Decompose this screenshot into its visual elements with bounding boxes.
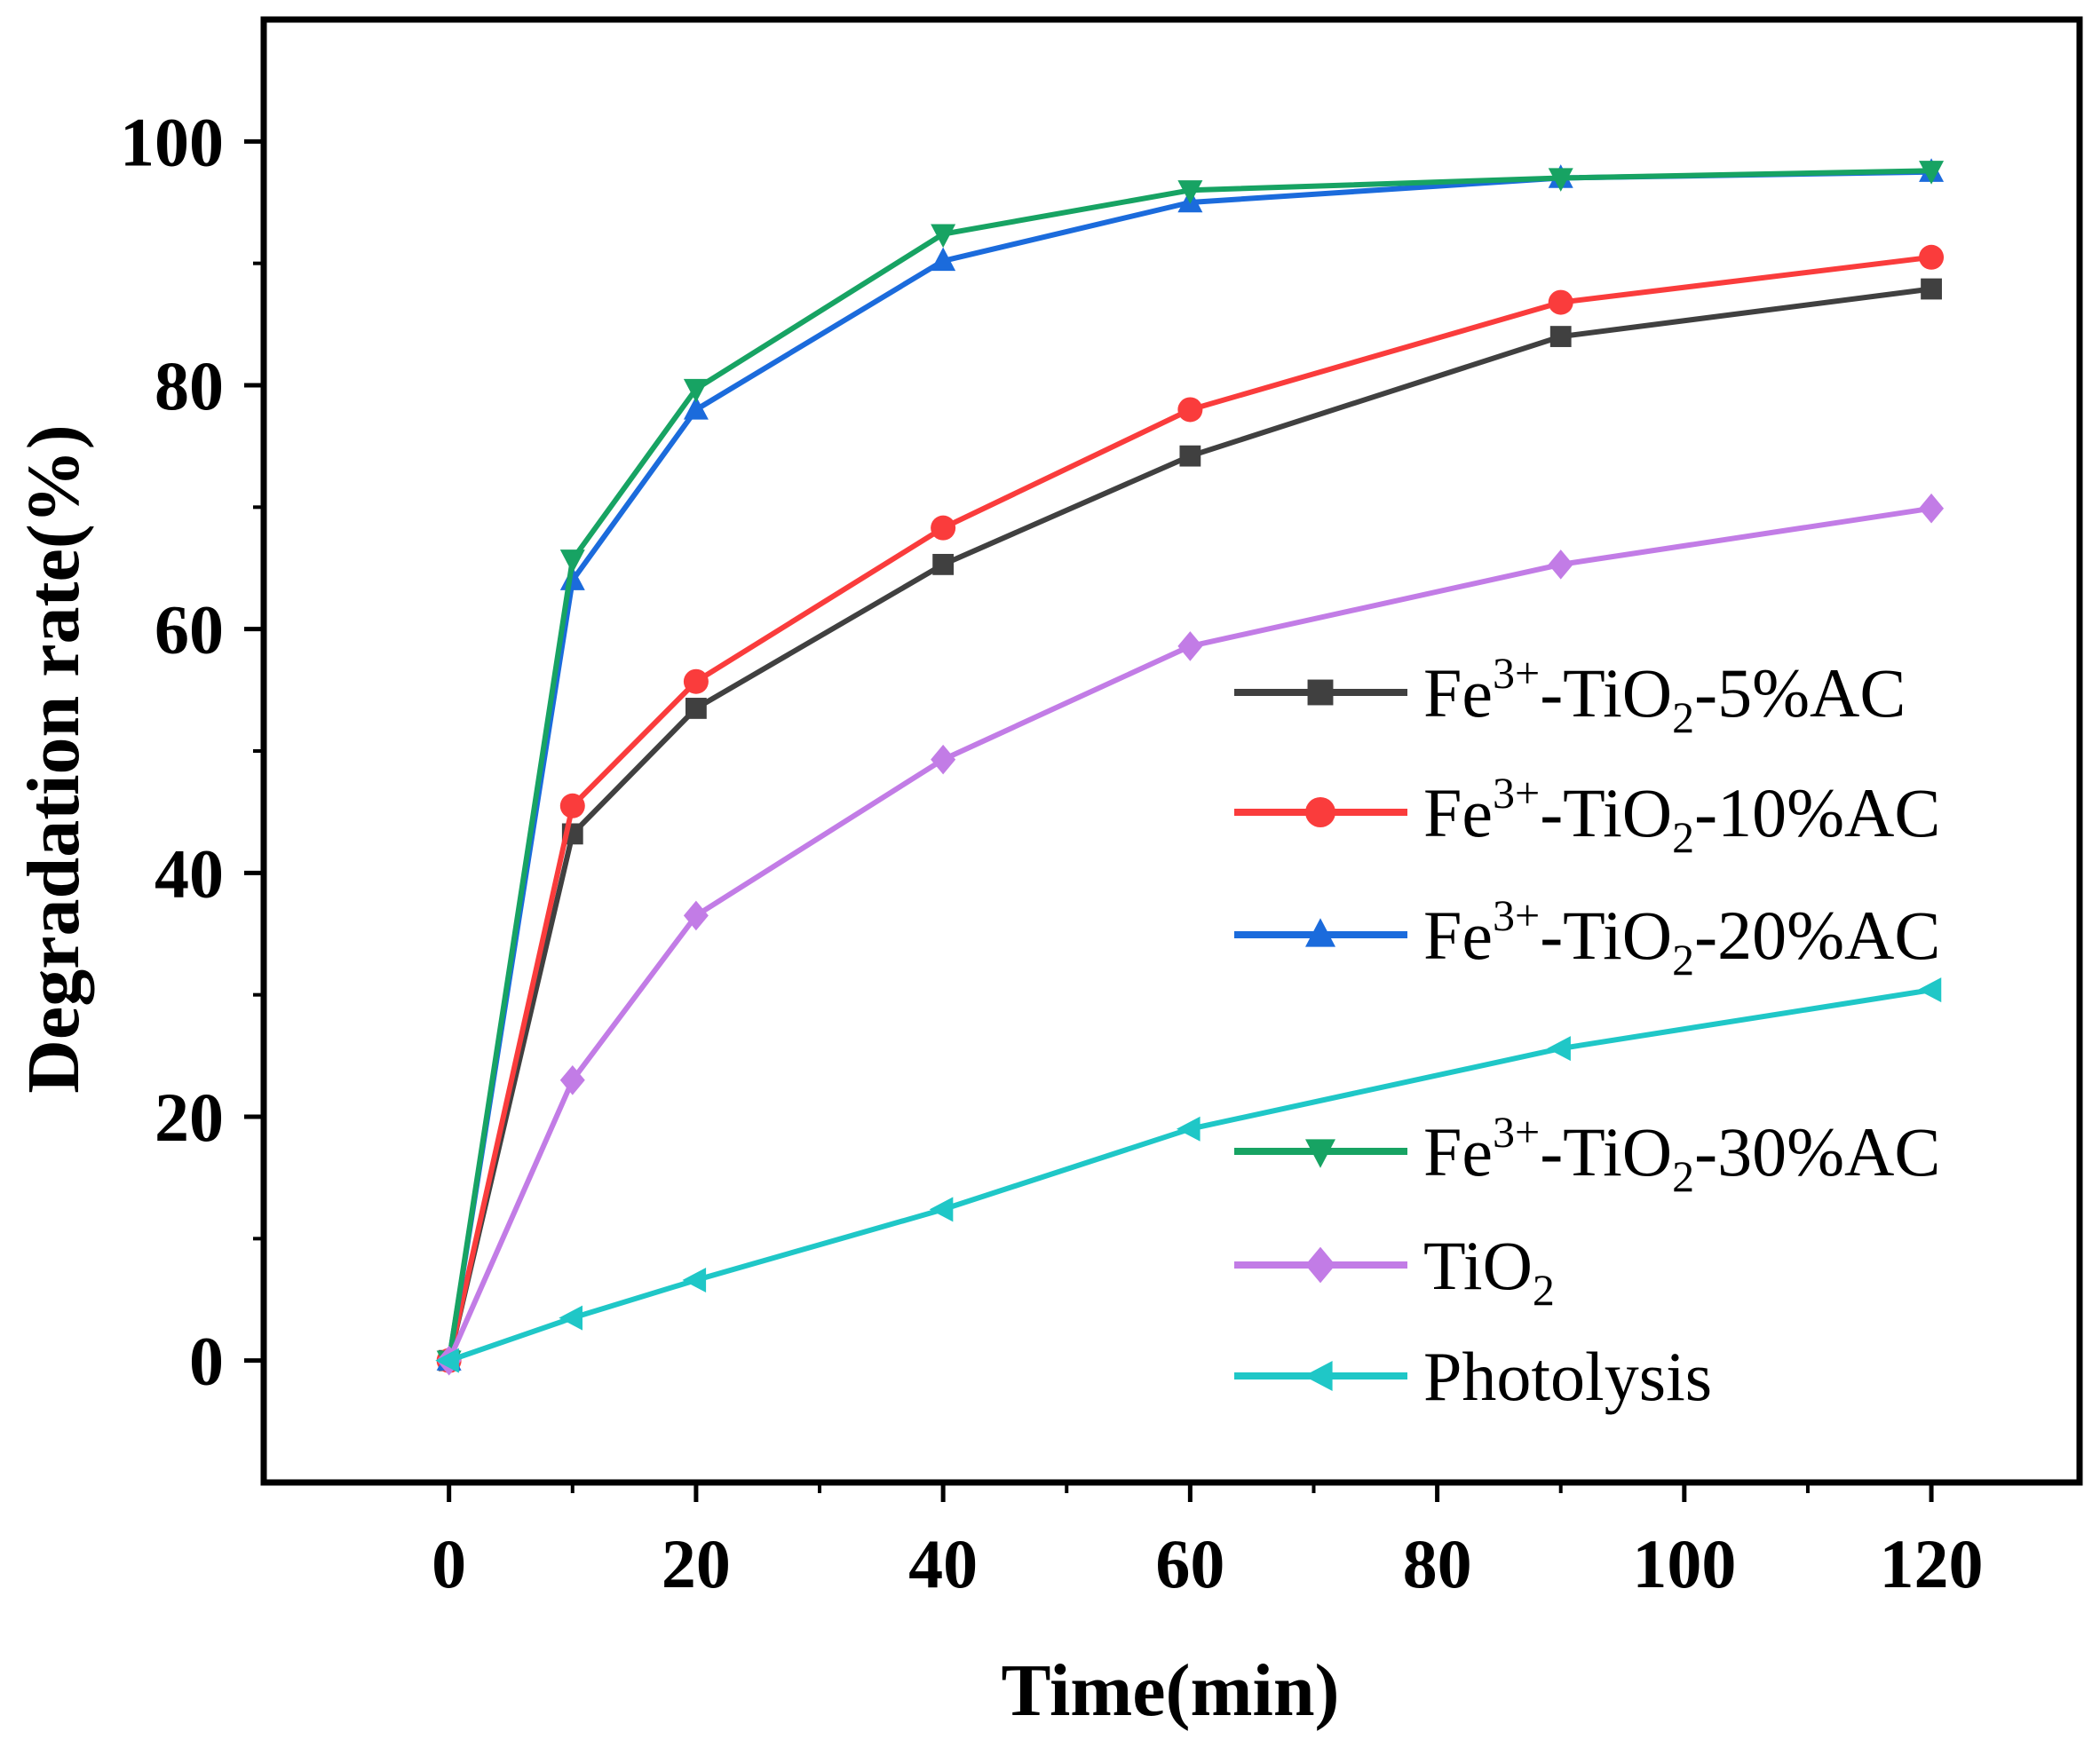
y-tick-label: 80	[155, 347, 224, 424]
data-point-1-4	[932, 553, 955, 575]
data-point-5-7	[1919, 493, 1945, 524]
x-tick-label: 100	[1632, 1525, 1736, 1602]
y-tick-label: 20	[155, 1079, 224, 1156]
data-point-1-7	[1921, 278, 1942, 300]
legend-label: Fe3+-TiO2-30%AC	[1423, 1107, 1940, 1201]
data-point-6-2	[559, 1305, 582, 1331]
legend-item-4: Fe3+-TiO2-30%AC	[1234, 1107, 1940, 1201]
legend-label: TiO2	[1423, 1227, 1555, 1315]
data-point-3-4	[931, 247, 956, 272]
x-tick-label: 0	[432, 1525, 466, 1602]
data-point-6-5	[1176, 1116, 1201, 1142]
data-point-2-7	[1919, 244, 1945, 270]
axes-layer: 0 20 40 60 80 100 120 0 20 40 60 80 100	[120, 16, 2083, 1602]
x-tick-label: 40	[908, 1525, 978, 1602]
data-point-3-3	[683, 396, 709, 420]
legend-label: Fe3+-TiO2-20%AC	[1423, 890, 1940, 984]
data-point-6-6	[1547, 1036, 1571, 1062]
x-tick-label: 80	[1403, 1525, 1472, 1602]
data-point-5-2	[559, 1065, 585, 1095]
legend-item-3: Fe3+-TiO2-20%AC	[1234, 890, 1940, 984]
y-tick-label: 60	[155, 591, 224, 668]
series-6	[435, 977, 1942, 1373]
legend-item-1: Fe3+-TiO2-5%AC	[1234, 648, 1906, 742]
data-point-4-5	[1177, 180, 1203, 204]
data-point-6-3	[682, 1268, 707, 1293]
data-point-5-5	[1177, 631, 1203, 661]
legend-swatch-marker	[1305, 797, 1335, 827]
y-tick-label: 0	[189, 1323, 224, 1400]
legend-label: Fe3+-TiO2-10%AC	[1423, 768, 1940, 862]
data-point-4-4	[931, 224, 956, 249]
data-point-4-7	[1919, 161, 1945, 185]
data-point-5-3	[683, 900, 709, 931]
legend-swatch-marker	[1304, 1361, 1333, 1391]
y-tick-label: 40	[155, 834, 224, 912]
x-tick-label: 60	[1155, 1525, 1224, 1602]
data-point-1-5	[1179, 445, 1201, 467]
data-point-2-6	[1548, 289, 1573, 315]
data-point-4-3	[683, 378, 709, 403]
data-point-2-3	[683, 668, 709, 694]
plot-frame	[260, 16, 2083, 1486]
legend-item-5: TiO2	[1234, 1227, 1555, 1315]
series-5	[436, 493, 1945, 1376]
data-point-2-2	[559, 793, 585, 818]
series-1	[438, 278, 1942, 1372]
legend-label: Fe3+-TiO2-5%AC	[1423, 648, 1906, 742]
data-point-1-3	[685, 698, 707, 719]
legend-swatch-marker	[1305, 1139, 1335, 1168]
series-layer	[435, 158, 1945, 1376]
legend: Fe3+-TiO2-5%AC Fe3+-TiO2-10%AC Fe3+-TiO2-2…	[1234, 648, 1940, 1415]
data-point-6-1	[435, 1348, 459, 1373]
y-tick-label: 100	[120, 103, 224, 180]
legend-swatch-marker	[1307, 679, 1334, 706]
y-axis-title: Degradation rate(%)	[12, 424, 95, 1093]
data-point-6-7	[1917, 977, 1942, 1003]
data-point-4-2	[559, 549, 585, 573]
legend-item-6: Photolysis	[1234, 1338, 1712, 1415]
x-tick-label: 20	[662, 1525, 731, 1602]
data-point-6-4	[929, 1197, 954, 1222]
x-tick-label: 120	[1880, 1525, 1984, 1602]
data-point-2-4	[931, 515, 956, 541]
series-4	[436, 161, 1945, 1375]
legend-swatch-marker	[1305, 918, 1335, 947]
legend-label: Photolysis	[1423, 1338, 1712, 1415]
data-point-5-4	[931, 744, 956, 775]
legend-swatch-marker	[1305, 1246, 1335, 1284]
x-axis-title: Time(min)	[1001, 1649, 1339, 1732]
data-point-4-6	[1548, 168, 1573, 192]
data-point-5-6	[1548, 549, 1573, 580]
data-point-1-6	[1549, 326, 1572, 347]
data-point-2-5	[1177, 397, 1203, 423]
legend-item-2: Fe3+-TiO2-10%AC	[1234, 768, 1940, 862]
